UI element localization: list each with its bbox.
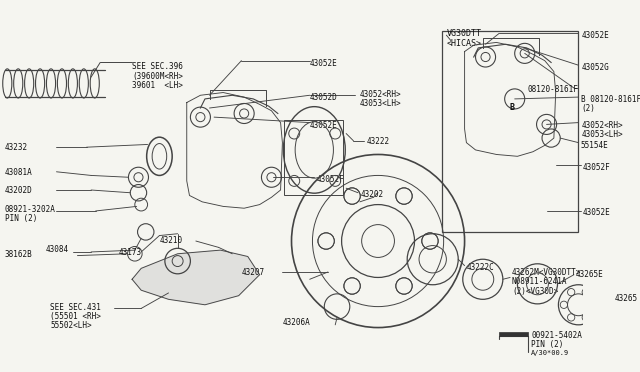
Text: A/30*00.9: A/30*00.9 bbox=[531, 350, 570, 356]
Text: SEE SEC.396: SEE SEC.396 bbox=[132, 62, 183, 71]
Text: 00921-5402A: 00921-5402A bbox=[531, 331, 582, 340]
Text: 43265: 43265 bbox=[615, 294, 638, 303]
Text: 43265E: 43265E bbox=[576, 270, 604, 279]
Text: 39601  <LH>: 39601 <LH> bbox=[132, 81, 183, 90]
Text: 43052F: 43052F bbox=[583, 163, 611, 171]
Text: 43202D: 43202D bbox=[4, 186, 32, 195]
Text: PIN (2): PIN (2) bbox=[4, 214, 37, 223]
Bar bbox=[499, 332, 529, 336]
Text: <HICAS>: <HICAS> bbox=[446, 39, 481, 48]
Text: B: B bbox=[509, 103, 515, 112]
Text: 43052D: 43052D bbox=[310, 93, 337, 102]
Text: 08120-8161F: 08120-8161F bbox=[527, 85, 579, 94]
Text: 55502<LH>: 55502<LH> bbox=[50, 321, 92, 330]
Text: 43052E: 43052E bbox=[310, 59, 337, 68]
Text: 43052F: 43052F bbox=[317, 174, 345, 183]
Bar bbox=[442, 32, 579, 232]
Text: 43052G: 43052G bbox=[581, 63, 609, 73]
Text: (55501 <RH>: (55501 <RH> bbox=[50, 312, 101, 321]
Text: PIN (2): PIN (2) bbox=[531, 340, 563, 349]
Bar bbox=[284, 120, 344, 195]
Text: 43081A: 43081A bbox=[4, 168, 32, 177]
Text: SEE SEC.431: SEE SEC.431 bbox=[50, 303, 101, 312]
Text: 43052<RH>: 43052<RH> bbox=[360, 90, 401, 99]
Text: 43232: 43232 bbox=[4, 142, 28, 152]
Text: 43084: 43084 bbox=[45, 245, 68, 254]
Text: (2): (2) bbox=[581, 105, 595, 113]
Text: N08911-6241A: N08911-6241A bbox=[512, 278, 568, 286]
Text: 55154E: 55154E bbox=[580, 141, 608, 150]
Text: 43053<LH>: 43053<LH> bbox=[581, 130, 623, 139]
Text: (39600M<RH>: (39600M<RH> bbox=[132, 71, 183, 81]
Text: 43173: 43173 bbox=[118, 248, 141, 257]
Text: 43052E: 43052E bbox=[310, 121, 337, 130]
Polygon shape bbox=[132, 250, 260, 305]
Text: VG30DTT: VG30DTT bbox=[446, 29, 481, 38]
Text: 43052E: 43052E bbox=[583, 208, 611, 217]
Text: 38162B: 38162B bbox=[4, 250, 32, 259]
Text: 43202: 43202 bbox=[361, 190, 384, 199]
Text: 08921-3202A: 08921-3202A bbox=[4, 205, 56, 214]
Text: 43222: 43222 bbox=[366, 137, 389, 146]
Text: B 08120-8161F: B 08120-8161F bbox=[581, 95, 640, 104]
Text: 43206A: 43206A bbox=[282, 318, 310, 327]
Text: 43262M<VG30DTT>: 43262M<VG30DTT> bbox=[512, 268, 581, 278]
Text: 43052E: 43052E bbox=[581, 32, 609, 41]
Text: 43207: 43207 bbox=[241, 268, 264, 278]
Text: (2)<VG30D>: (2)<VG30D> bbox=[512, 286, 558, 296]
Text: 43222C: 43222C bbox=[467, 263, 494, 272]
Text: 43210: 43210 bbox=[159, 237, 182, 246]
Text: 43053<LH>: 43053<LH> bbox=[360, 99, 401, 108]
Text: 43052<RH>: 43052<RH> bbox=[581, 121, 623, 130]
